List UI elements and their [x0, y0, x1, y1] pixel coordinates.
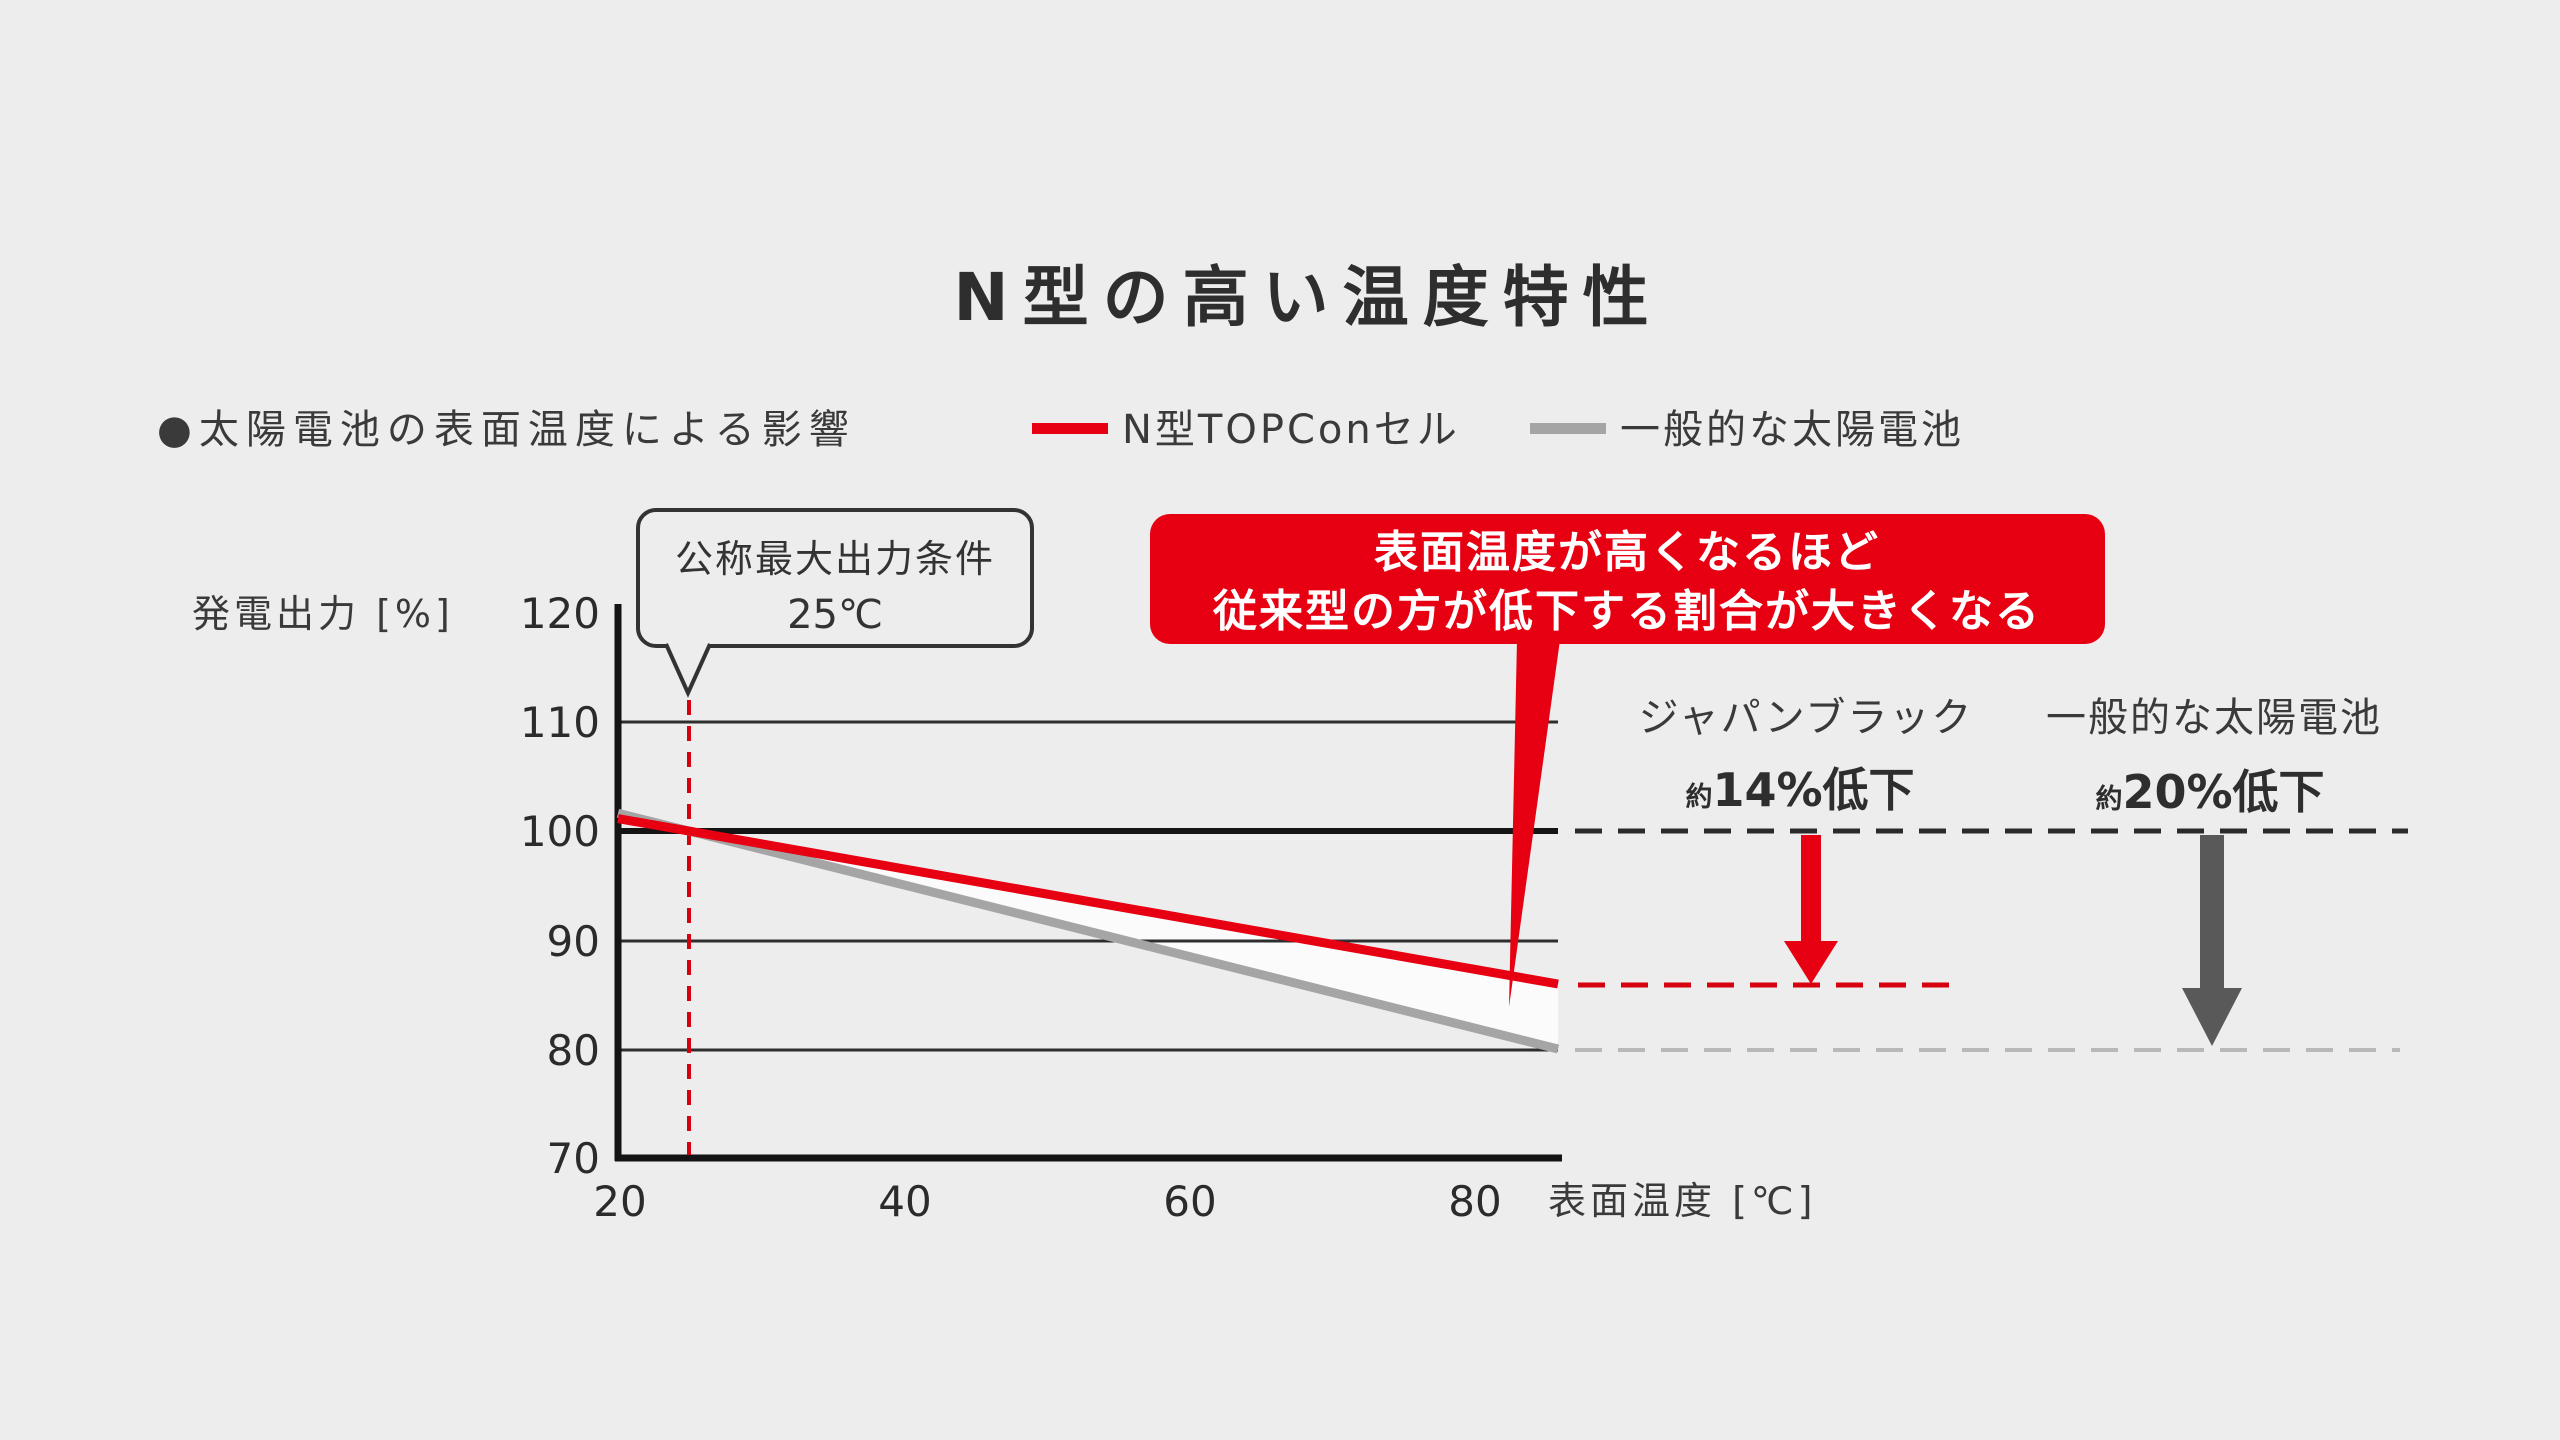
legend-label-topcon: N型TOPConセル [1122, 407, 1460, 453]
drop-value-general-prefix: 約 [2095, 783, 2122, 815]
drop-arrow-topcon [1784, 835, 1838, 984]
y-tick-120: 120 [520, 589, 600, 638]
highlight-callout-line2: 従来型の方が低下する割合が大きくなる [1212, 586, 2041, 637]
x-axis-title: 表面温度 [℃] [1548, 1179, 1816, 1223]
highlight-callout-tail [1509, 640, 1560, 1007]
drop-arrow-topcon-head [1784, 941, 1838, 984]
y-tick-100: 100 [520, 807, 600, 856]
drop-label-general: 一般的な太陽電池 [2046, 695, 2382, 741]
x-tick-20: 20 [593, 1177, 646, 1226]
series-line-general [616, 808, 1560, 1054]
x-tick-40: 40 [878, 1177, 931, 1226]
highlight-callout: 表面温度が高くなるほど 従来型の方が低下する割合が大きくなる [1150, 514, 2105, 1007]
x-tick-80: 80 [1448, 1177, 1501, 1226]
condition-callout-line1: 公称最大出力条件 [675, 537, 995, 581]
drop-arrow-general [2182, 835, 2242, 1046]
drop-value-topcon-amount: 14%低下 [1712, 763, 1914, 817]
drop-value-topcon: 約14%低下 [1685, 763, 1914, 817]
condition-callout-line2: 25℃ [787, 592, 883, 638]
drop-arrow-general-shaft [2200, 835, 2224, 991]
drop-value-general-amount: 20%低下 [2122, 765, 2324, 819]
y-tick-110: 110 [520, 698, 600, 747]
y-tick-80: 80 [547, 1026, 600, 1075]
legend-swatch-topcon [1032, 423, 1108, 434]
highlight-callout-line1: 表面温度が高くなるほど [1374, 527, 1880, 578]
condition-callout: 公称最大出力条件 25℃ [636, 508, 1034, 698]
drop-value-topcon-prefix: 約 [1685, 781, 1712, 813]
x-tick-60: 60 [1163, 1177, 1216, 1226]
drop-label-topcon: ジャパンブラック [1639, 695, 1974, 741]
highlight-callout-box [1150, 514, 2105, 644]
series-line-topcon [617, 814, 1559, 989]
drop-arrow-topcon-shaft [1801, 835, 1821, 943]
condition-callout-tail [664, 643, 712, 698]
drop-value-general: 約20%低下 [2095, 765, 2324, 819]
drop-arrow-general-head [2182, 988, 2242, 1046]
legend-swatch-general [1530, 423, 1606, 434]
y-tick-70: 70 [547, 1134, 600, 1183]
y-axis-title: 発電出力 [%] [192, 592, 454, 636]
y-tick-90: 90 [547, 917, 600, 966]
condition-callout-box [636, 508, 1034, 648]
legend-caption: ●太陽電池の表面温度による影響 [157, 407, 856, 453]
legend-label-general: 一般的な太陽電池 [1620, 407, 1964, 453]
chart-title: N型の高い温度特性 [953, 259, 1662, 336]
